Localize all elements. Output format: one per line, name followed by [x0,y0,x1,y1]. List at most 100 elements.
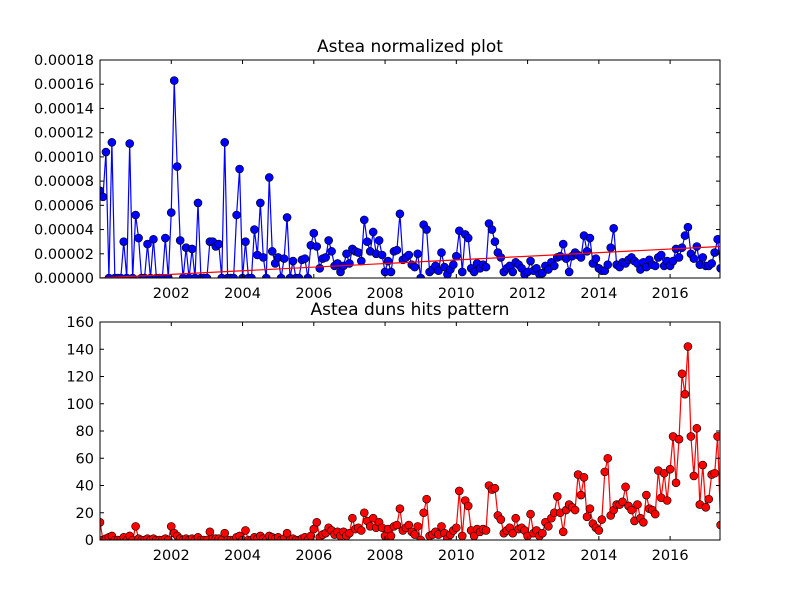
data-point-normalized-36 [202,273,212,278]
x-tick-label-duns-hits-6: 2014 [580,548,617,564]
data-point-duns-hits-199 [686,432,696,441]
data-point-duns-hits-187 [650,509,660,519]
y-tick-label-normalized-8: 0.00016 [34,77,94,93]
data-point-duns-hits-98 [386,531,396,540]
data-point-normalized-62 [279,254,289,263]
y-tick-label-duns-hits-2: 40 [76,479,94,495]
data-point-normalized-72 [309,228,319,238]
data-point-normalized-145 [526,256,535,266]
x-tick-label-duns-hits-7: 2016 [652,548,689,564]
data-point-normalized-201 [692,242,702,251]
data-point-duns-hits-92 [368,513,378,523]
axes-duns-hits: 2002 2004 2006 2008 2010 2012 2014 2016 0 20 40 60 8… [66,315,721,564]
x-tick-label-normalized-5: 2012 [509,286,546,302]
data-point-normalized-89 [359,215,369,225]
data-point-normalized-4 [107,138,117,147]
y-tick-label-duns-hits-1: 20 [76,506,94,522]
ticks-duns-hits: 2002 2004 2006 2008 2010 2012 2014 2016 0 20 40 60 8… [66,315,720,564]
data-point-normalized-122 [457,267,467,277]
data-point-duns-hits-179 [627,505,636,515]
series-duns-hits-0 [100,342,720,540]
data-point-duns-hits-121 [454,486,464,496]
data-point-duns-hits-209 [716,520,720,530]
data-point-duns-hits-140 [511,513,521,523]
data-point-normalized-172 [606,243,616,253]
x-tick-label-normalized-3: 2008 [367,286,404,302]
data-point-duns-hits-169 [597,515,607,524]
data-point-normalized-115 [437,248,446,257]
data-point-normalized-76 [321,253,330,262]
data-point-normalized-84 [345,259,354,268]
x-tick-label-duns-hits-2: 2006 [295,548,332,564]
data-point-normalized-67 [294,273,304,278]
data-point-duns-hits-110 [422,494,431,504]
y-tick-label-duns-hits-4: 80 [76,424,94,440]
data-point-normalized-153 [550,261,559,271]
data-point-duns-hits-49 [241,526,250,535]
data-point-duns-hits-139 [508,528,518,538]
data-point-normalized-22 [161,233,170,243]
data-point-normalized-98 [386,267,396,277]
data-point-normalized-12 [131,210,140,220]
data-point-normalized-167 [591,254,601,263]
data-point-normalized-52 [250,225,259,234]
data-point-normalized-26 [172,162,182,171]
data-point-duns-hits-122 [457,531,467,540]
data-point-duns-hits-154 [552,492,562,501]
data-point-normalized-164 [582,247,592,256]
data-point-duns-hits-156 [558,527,568,537]
series-line-normalized-1 [100,245,720,278]
data-point-normalized-101 [395,209,405,219]
data-point-normalized-198 [683,222,693,232]
data-point-duns-hits-145 [526,509,535,519]
data-point-duns-hits-201 [692,423,702,433]
data-point-normalized-54 [256,198,265,208]
data-point-normalized-42 [220,138,230,147]
data-point-normalized-45 [229,273,238,278]
data-point-normalized-70 [303,273,313,278]
data-point-normalized-78 [327,247,336,256]
data-point-duns-hits-162 [576,490,586,500]
y-tick-label-normalized-7: 0.00014 [34,101,94,117]
data-point-normalized-61 [276,273,286,278]
data-point-duns-hits-192 [665,464,675,474]
data-point-normalized-83 [342,249,351,259]
data-point-normalized-57 [264,173,274,182]
data-point-normalized-63 [282,213,292,222]
x-tick-label-duns-hits-0: 2002 [153,548,190,564]
ticks-normalized: 2002 2004 2006 2008 2010 2012 2014 2016 0.00000 0… [34,53,720,302]
data-point-duns-hits-101 [395,504,405,513]
data-point-normalized-200 [689,254,699,263]
y-tick-label-normalized-9: 0.00018 [34,53,94,69]
y-tick-label-duns-hits-5: 100 [66,397,94,413]
data-point-duns-hits-133 [490,483,500,493]
data-point-duns-hits-108 [416,535,425,540]
chart-title-normalized: Astea normalized plot [317,37,503,57]
data-point-normalized-203 [698,253,708,262]
data-point-normalized-132 [487,225,497,234]
data-point-duns-hits-89 [359,508,369,518]
data-point-normalized-65 [288,256,298,266]
y-tick-label-normalized-1: 0.00002 [34,247,94,263]
data-point-duns-hits-88 [356,526,366,535]
data-point-duns-hits-163 [579,473,589,482]
data-point-normalized-130 [481,262,491,272]
y-tick-label-normalized-2: 0.00004 [34,223,94,239]
data-point-normalized-207 [710,248,719,257]
x-tick-label-normalized-7: 2016 [652,286,689,302]
data-point-duns-hits-177 [621,482,630,492]
data-point-duns-hits-84 [345,528,354,538]
data-point-normalized-110 [422,225,431,234]
x-tick-label-normalized-1: 2004 [224,286,261,302]
data-point-duns-hits-23 [164,535,173,540]
data-point-normalized-133 [490,237,500,246]
series-group-normalized [100,76,720,278]
data-point-normalized-33 [193,198,203,208]
data-point-normalized-25 [169,76,179,85]
data-point-duns-hits-171 [603,453,613,463]
data-point-normalized-40 [214,239,224,249]
data-point-normalized-171 [603,260,613,269]
data-point-normalized-27 [175,236,185,245]
data-point-normalized-55 [259,253,268,262]
